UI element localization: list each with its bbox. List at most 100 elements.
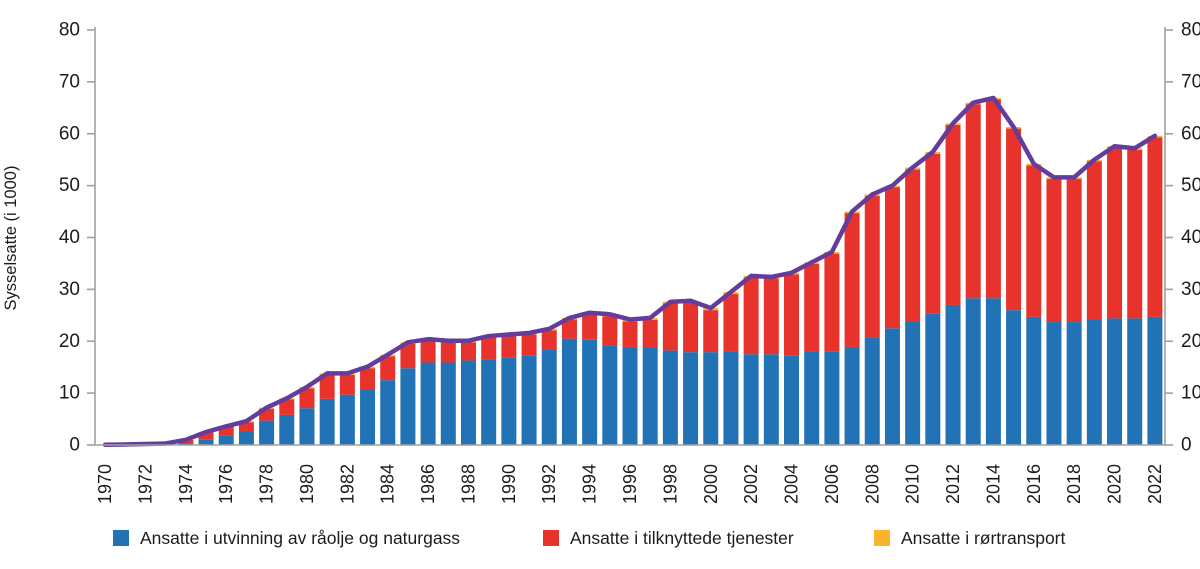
bar-segment-series0-1980: [299, 408, 315, 445]
bar-segment-series0-2000: [703, 352, 719, 445]
bar-segment-series1-2016: [1026, 165, 1042, 317]
bar-segment-series1-2000: [703, 310, 719, 353]
x-tick-label-1992: 1992: [539, 464, 559, 504]
bar-segment-series0-2014: [985, 298, 1001, 445]
x-tick-label-1974: 1974: [176, 464, 196, 504]
y-tick-label-left-30: 30: [59, 279, 80, 300]
bar-segment-series1-1992: [541, 330, 557, 350]
bar-segment-series0-1975: [198, 439, 214, 445]
bar-segment-series1-1999: [683, 302, 699, 353]
bar-segment-series1-2001: [723, 294, 739, 352]
y-tick-label-right-30: 30: [1181, 279, 1200, 300]
bar-segment-series1-1991: [521, 334, 537, 356]
x-tick-label-1986: 1986: [418, 464, 438, 504]
bar-segment-series0-1982: [339, 394, 355, 445]
y-axis-title: Sysselsatte (i 1000): [2, 166, 20, 311]
bar-segment-series0-1979: [279, 414, 295, 445]
x-tick-label-1976: 1976: [216, 464, 236, 504]
bar-segment-series1-2003: [763, 278, 779, 355]
x-tick-label-1990: 1990: [499, 464, 519, 504]
y-tick-label-right-50: 50: [1181, 175, 1200, 196]
bar-segment-series0-1984: [380, 380, 396, 445]
x-tick-label-1996: 1996: [620, 464, 640, 504]
y-tick-label-left-60: 60: [59, 123, 80, 144]
bar-segment-series0-2022: [1147, 316, 1163, 445]
bar-segment-series0-1992: [541, 349, 557, 445]
bar-segment-series1-1998: [662, 303, 678, 351]
x-tick-label-2002: 2002: [741, 464, 761, 504]
x-tick-label-2016: 2016: [1024, 464, 1044, 504]
bar-segment-series0-1988: [460, 360, 476, 445]
bar-segment-series0-2017: [1046, 322, 1062, 445]
x-tick-label-1972: 1972: [135, 464, 155, 504]
bar-segment-series1-1982: [339, 374, 355, 395]
y-tick-label-right-40: 40: [1181, 227, 1200, 248]
bar-segment-series1-1981: [319, 374, 335, 399]
bar-segment-series0-1987: [440, 362, 456, 445]
bar-segment-series1-2010: [905, 169, 921, 322]
x-tick-label-2000: 2000: [701, 464, 721, 504]
bar-segment-series0-1985: [400, 368, 416, 446]
bar-segment-series1-1977: [238, 422, 254, 432]
bar-segment-series0-1996: [622, 346, 638, 445]
y-tick-label-right-80: 80: [1181, 20, 1200, 41]
x-tick-label-2006: 2006: [822, 464, 842, 504]
y-tick-label-right-60: 60: [1181, 123, 1200, 144]
total-line-group: [102, 95, 1158, 447]
bar-segment-series1-2008: [864, 196, 880, 338]
bar-segment-series0-1978: [259, 420, 275, 445]
bar-segment-series1-1994: [582, 314, 598, 340]
x-tick-label-1970: 1970: [95, 464, 115, 504]
x-tick-label-2020: 2020: [1105, 464, 1125, 504]
bar-segment-series0-2007: [844, 346, 860, 445]
bar-segment-series1-2009: [884, 187, 900, 329]
bar-segment-series0-2005: [804, 351, 820, 445]
y-tick-label-right-70: 70: [1181, 71, 1200, 92]
bar-segment-series0-2002: [743, 354, 759, 445]
y-tick-label-left-50: 50: [59, 175, 80, 196]
bar-segment-series1-1989: [481, 337, 497, 360]
bar-segment-series1-1978: [259, 408, 275, 421]
bar-segment-series0-1990: [501, 357, 517, 445]
bars-group: [97, 97, 1163, 446]
y-tick-label-right-20: 20: [1181, 331, 1200, 352]
y-tick-label-left-40: 40: [59, 227, 80, 248]
bar-segment-series0-2020: [1107, 318, 1123, 445]
bar-segment-series1-2014: [985, 99, 1001, 299]
bar-segment-series1-1980: [299, 388, 315, 409]
legend-swatch-utvinning-icon: [113, 530, 129, 546]
total-line: [102, 95, 1158, 447]
bar-segment-series1-2012: [945, 124, 961, 305]
x-tick-label-2014: 2014: [983, 464, 1003, 504]
x-tick-label-1988: 1988: [458, 464, 478, 504]
bar-segment-series1-2004: [784, 274, 800, 356]
bar-segment-series0-2021: [1127, 318, 1143, 445]
bar-segment-series1-2002: [743, 277, 759, 355]
bar-segment-series1-2007: [844, 213, 860, 347]
bar-segment-series0-1983: [360, 390, 376, 445]
x-tick-label-2008: 2008: [862, 464, 882, 504]
x-tick-label-1984: 1984: [378, 464, 398, 504]
bar-segment-series1-1988: [460, 342, 476, 361]
legend-item-rortransport: Ansatte i rørtransport: [874, 527, 1065, 549]
bar-segment-series0-1994: [582, 339, 598, 445]
x-tick-label-2012: 2012: [943, 464, 963, 504]
bar-segment-series1-1983: [360, 368, 376, 391]
bar-segment-series1-2021: [1127, 149, 1143, 319]
bar-segment-series1-1976: [218, 426, 234, 436]
y-tick-label-left-70: 70: [59, 71, 80, 92]
bar-segment-series0-2015: [1006, 310, 1022, 446]
x-tick-label-1982: 1982: [337, 464, 357, 504]
y-tick-label-left-0: 0: [69, 435, 80, 456]
bar-segment-series0-2001: [723, 351, 739, 445]
bar-segment-series1-1979: [279, 399, 295, 415]
bar-segment-series1-1990: [501, 336, 517, 358]
bar-segment-series0-2019: [1086, 319, 1102, 445]
legend-label-tjenester: Ansatte i tilknyttede tjenester: [570, 528, 794, 548]
bar-segment-series1-2019: [1086, 161, 1102, 320]
bar-segment-series0-1993: [561, 338, 577, 445]
bar-segment-series1-1987: [440, 342, 456, 363]
x-tick-label-1980: 1980: [297, 464, 317, 504]
